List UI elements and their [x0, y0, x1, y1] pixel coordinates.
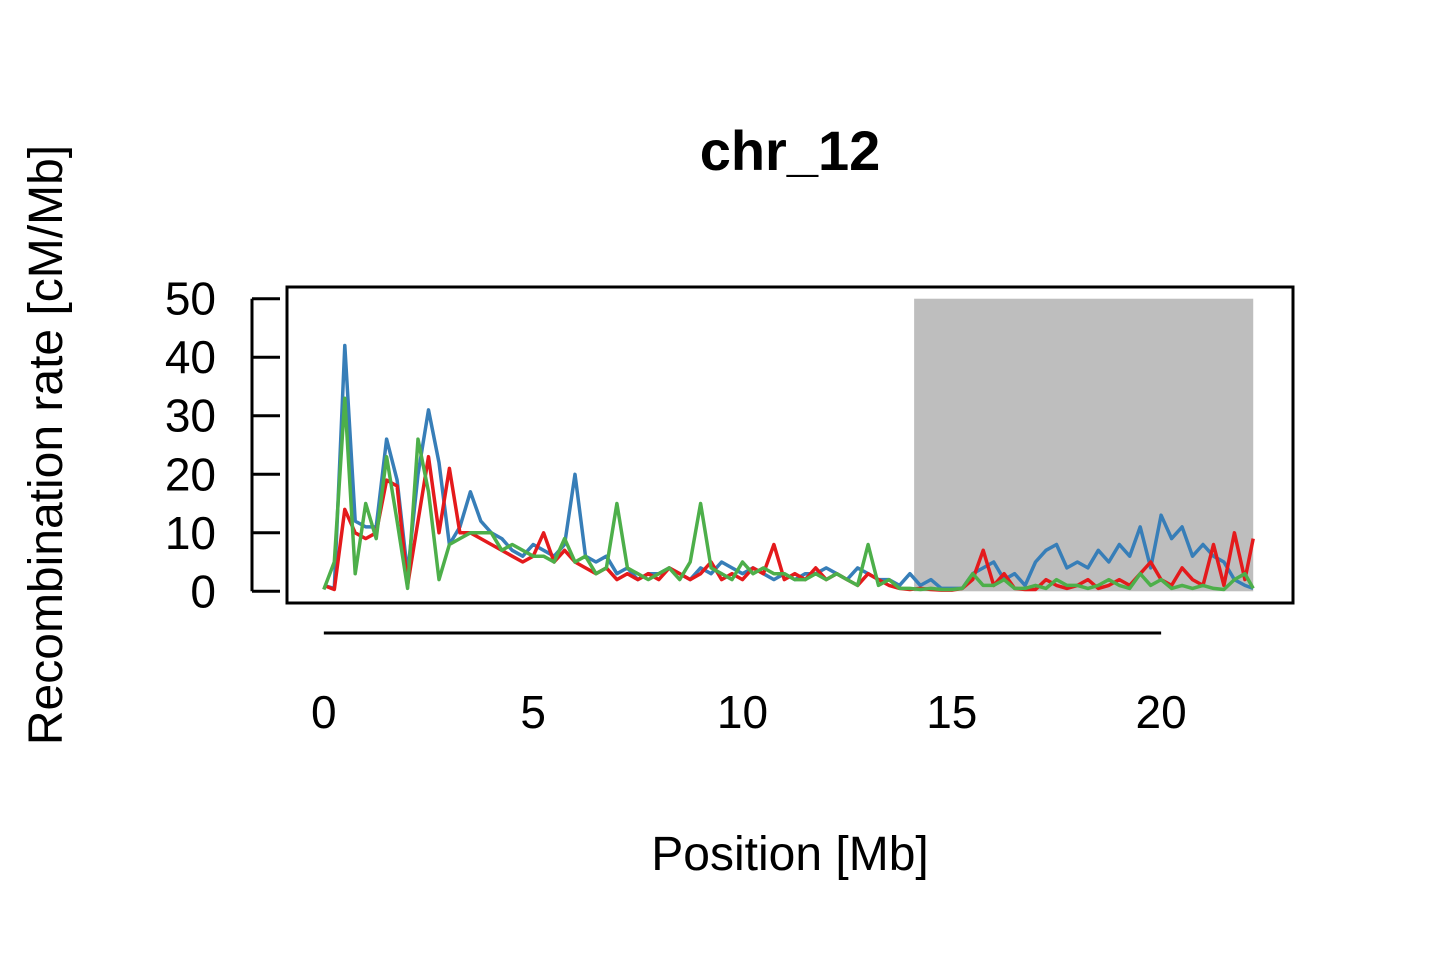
plot-frame	[285, 285, 1295, 605]
chart-title: chr_12	[700, 119, 881, 182]
x-tick-label: 10	[717, 686, 768, 738]
y-tick-label: 10	[165, 507, 216, 559]
y-tick-label: 30	[165, 390, 216, 442]
shaded-region	[914, 298, 1254, 592]
x-tick-label: 15	[926, 686, 977, 738]
y-axis-label: Recombination rate [cM/Mb]	[20, 145, 73, 745]
x-tick-label: 0	[311, 686, 337, 738]
y-tick-label: 50	[165, 273, 216, 325]
y-tick-label: 0	[190, 565, 216, 617]
y-tick-label: 40	[165, 331, 216, 383]
x-axis-label: Position [Mb]	[651, 828, 928, 881]
y-tick-label: 20	[165, 448, 216, 500]
x-tick-label: 5	[520, 686, 546, 738]
x-tick-label: 20	[1136, 686, 1187, 738]
series-line	[322, 396, 1255, 592]
